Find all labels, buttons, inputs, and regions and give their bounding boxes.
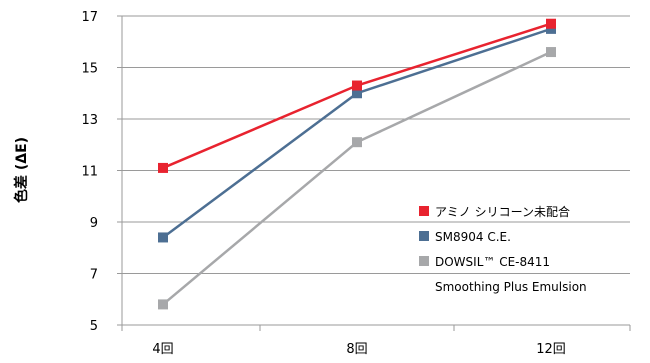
y-tick-label: 7 [90,268,98,283]
y-tick-labels: 5 7 9 11 13 15 17 [81,10,98,334]
data-point [158,232,168,243]
series-layer [158,18,556,310]
data-point [352,88,362,99]
legend-swatch [419,206,429,216]
data-point [546,23,556,34]
y-tick-label: 11 [81,165,98,180]
y-tick-label: 17 [81,10,98,25]
y-tick-label: 15 [81,62,98,77]
legend: アミノ シリコーン未配合 SM8904 C.E. DOWSIL™ CE-8411 Sm… [419,204,587,294]
x-tick-label: 4回 [152,342,173,357]
legend-label: DOWSIL™ CE-8411 [435,255,550,269]
legend-label-line2: Smoothing Plus Emulsion [435,280,587,294]
data-point [352,80,362,91]
data-point [546,18,556,29]
y-tick-label: 13 [81,113,98,128]
legend-swatch [419,256,429,266]
y-axis-label: 色差 (ΔE) [13,137,30,203]
legend-label: SM8904 C.E. [435,230,511,244]
data-point [158,299,168,310]
y-tick-label: 5 [90,319,98,334]
y-tick-label: 9 [90,216,98,231]
x-tick-label: 12回 [536,342,566,357]
series-1 [158,18,556,173]
data-point [546,47,556,58]
legend-swatch [419,231,429,241]
series-2 [158,23,556,243]
x-tick-labels: 4回 8回 12回 [121,325,631,357]
data-point [158,162,168,173]
data-point [352,137,362,148]
x-tick-label: 8回 [346,342,367,357]
grid-lines [117,15,630,326]
series-3 [158,47,556,310]
legend-label: アミノ シリコーン未配合 [435,204,570,219]
